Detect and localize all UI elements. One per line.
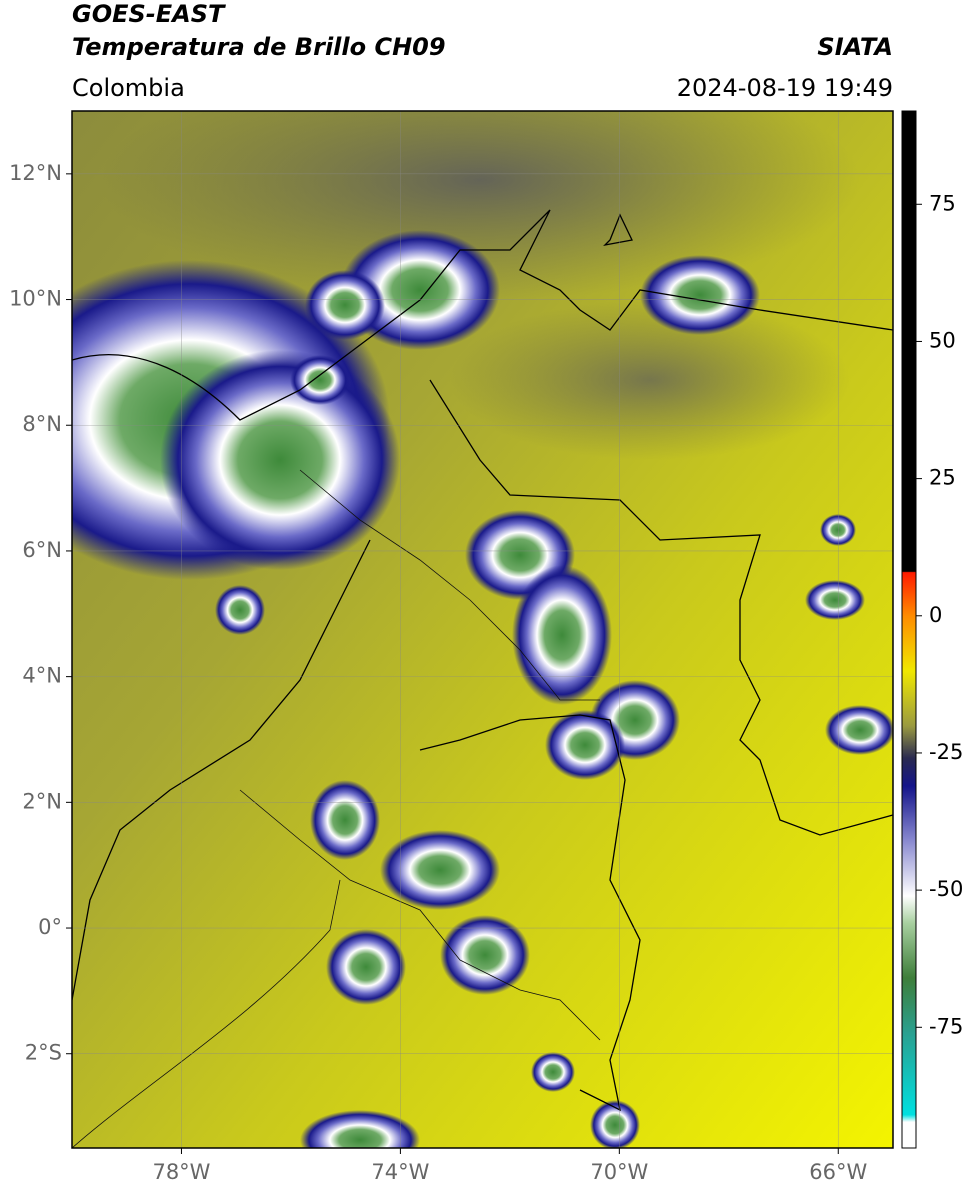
lon-tick-label: 66°W: [809, 1160, 867, 1184]
subtitle: Temperatura de Brillo CH09: [72, 33, 446, 61]
lat-tick-label: 6°N: [22, 538, 62, 562]
region: Colombia: [72, 74, 185, 102]
colorbar-tick-label: -25: [929, 740, 963, 764]
colorbar-tick-label: -50: [929, 877, 963, 901]
lon-tick-label: 78°W: [152, 1160, 210, 1184]
source: SIATA: [817, 33, 893, 61]
map-frame: [71, 110, 894, 1149]
lon-tick-label: 70°W: [590, 1160, 648, 1184]
lat-tick-label: 12°N: [9, 161, 62, 185]
colorbar-tick-label: 50: [929, 328, 956, 352]
colorbar: [901, 110, 917, 1149]
lat-tick-label: 8°N: [22, 412, 62, 436]
colorbar-tick-label: 0: [929, 603, 942, 627]
datetime: 2024-08-19 19:49: [677, 74, 893, 102]
lon-tick-label: 74°W: [371, 1160, 429, 1184]
grid: [72, 111, 893, 1148]
lat-tick-label: 2°S: [25, 1041, 62, 1065]
lat-tick-label: 2°N: [22, 789, 62, 813]
colorbar-tick-label: 25: [929, 466, 956, 490]
colorbar-tick-label: -75: [929, 1014, 963, 1038]
map-image: [72, 111, 893, 1148]
lat-tick-label: 4°N: [22, 664, 62, 688]
colorbar-tick-label: 75: [929, 191, 956, 215]
lat-tick-label: 0°: [38, 915, 62, 939]
lat-tick-label: 10°N: [9, 287, 62, 311]
title: GOES-EAST: [72, 0, 226, 28]
